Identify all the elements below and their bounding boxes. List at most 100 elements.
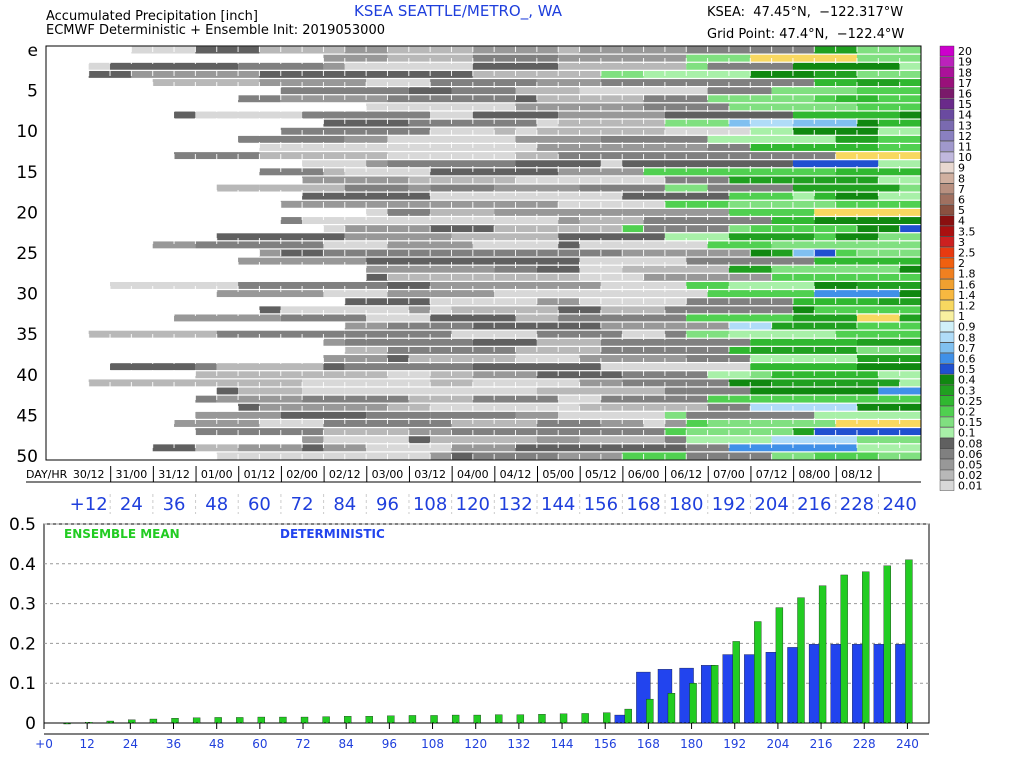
plume-cell: [771, 217, 815, 224]
forecast-hour-label: 240: [882, 494, 916, 515]
plume-cell: [728, 200, 836, 208]
plume-cell: [238, 444, 303, 452]
plume-cell: [536, 387, 665, 395]
plume-cell: [280, 200, 388, 208]
scale-swatch: [939, 257, 955, 269]
plume-cell: [387, 160, 516, 168]
scale-label: 0.25: [958, 395, 983, 408]
scale-swatch: [939, 279, 955, 290]
plume-cell: [430, 411, 516, 419]
plume-cell: [408, 127, 431, 135]
plume-cell: [558, 111, 665, 119]
forecast-hour-label: 36: [163, 494, 186, 515]
plume-cell: [515, 127, 537, 135]
plume-cell: [899, 265, 921, 273]
plume-cell: [515, 95, 537, 103]
plume-cell: [664, 184, 708, 192]
plume-cell: [835, 411, 921, 419]
scale-label: 1.6: [958, 278, 976, 291]
grid-point-coords: Grid Point: 47.4°N, −122.4°W: [707, 27, 905, 42]
plume-cell: [536, 420, 601, 427]
plume-y-tick: 15: [16, 163, 38, 183]
plume-cell: [238, 403, 260, 411]
plume-cell: [728, 225, 751, 233]
scale-swatch: [939, 109, 955, 120]
scale-swatch: [939, 469, 955, 481]
plume-cell: [451, 233, 559, 241]
plume-cell: [707, 241, 772, 249]
ensemble-bar: [214, 717, 222, 724]
scale-swatch: [939, 130, 955, 142]
plume-cell: [814, 282, 857, 289]
plume-cell: [451, 87, 516, 95]
plume-cell: [366, 70, 473, 78]
bar-y-tick: 0: [25, 714, 36, 734]
bar-x-tick: 84: [339, 737, 354, 751]
plume-cell: [536, 119, 559, 127]
plume-cell: [622, 208, 729, 216]
plume-cell: [771, 249, 793, 257]
scale-label: 14: [958, 109, 972, 122]
plume-cell: [472, 371, 537, 379]
day-hr-label: 01/00: [201, 468, 233, 481]
legend-ensemble-mean: ENSEMBLE MEAN: [64, 527, 180, 541]
scale-swatch: [939, 480, 955, 491]
plume-cell: [366, 257, 452, 265]
plume-cell: [664, 160, 793, 168]
plume-cell: [280, 306, 409, 314]
plume-cell: [387, 95, 409, 103]
plume-cell: [302, 160, 367, 168]
scale-swatch: [939, 162, 955, 173]
plume-cell: [686, 420, 708, 427]
plume-cell: [750, 54, 857, 62]
plume-cell: [707, 95, 815, 103]
plume-cell: [408, 355, 516, 362]
scale-swatch: [939, 310, 955, 322]
plume-cell: [707, 62, 793, 70]
plume-cell: [472, 62, 516, 70]
plume-cell: [643, 217, 772, 224]
plume-cell: [686, 314, 793, 322]
plume-cell: [579, 355, 687, 362]
plume-cell: [472, 363, 601, 371]
scale-swatch: [939, 459, 955, 470]
ensemble-bar: [300, 716, 309, 724]
plume-cell: [664, 200, 729, 208]
scale-label: 0.6: [958, 353, 976, 366]
plume-cell: [835, 233, 879, 241]
scale-swatch: [939, 141, 955, 152]
day-hr-axis-label: DAY/HR: [26, 468, 68, 481]
plume-cell: [323, 54, 388, 62]
plume-cell: [408, 306, 431, 314]
scale-swatch: [939, 215, 955, 226]
ensemble-bar: [559, 713, 568, 724]
plume-cell: [856, 70, 921, 78]
scale-label: 1.4: [958, 289, 976, 302]
forecast-hour-label: 228: [840, 494, 874, 515]
plume-cell: [664, 338, 751, 346]
day-hr-label: 05/00: [542, 468, 574, 481]
plume-cell: [195, 363, 217, 371]
plume-cell: [728, 282, 815, 289]
plume-cell: [622, 306, 665, 314]
plume-cell: [387, 330, 452, 338]
ensemble-bar: [495, 714, 503, 724]
bar-x-tick: 228: [853, 737, 876, 751]
plume-cell: [536, 282, 601, 289]
plume-cell: [430, 184, 495, 192]
forecast-hour-label: +12: [70, 494, 108, 515]
plume-cell: [174, 314, 281, 322]
ensemble-bar: [667, 693, 676, 724]
bar-x-tick: 72: [295, 737, 310, 751]
plume-y-tick: e: [28, 41, 38, 61]
plume-cell: [472, 241, 559, 249]
scale-swatch: [939, 427, 955, 438]
plume-cell: [814, 306, 921, 314]
plume-cell: [558, 411, 665, 419]
plume-cell: [856, 355, 921, 362]
plume-cell: [899, 111, 921, 119]
plume-cell: [835, 249, 857, 257]
scale-label: 2.5: [958, 247, 976, 260]
plume-cell: [728, 265, 772, 273]
